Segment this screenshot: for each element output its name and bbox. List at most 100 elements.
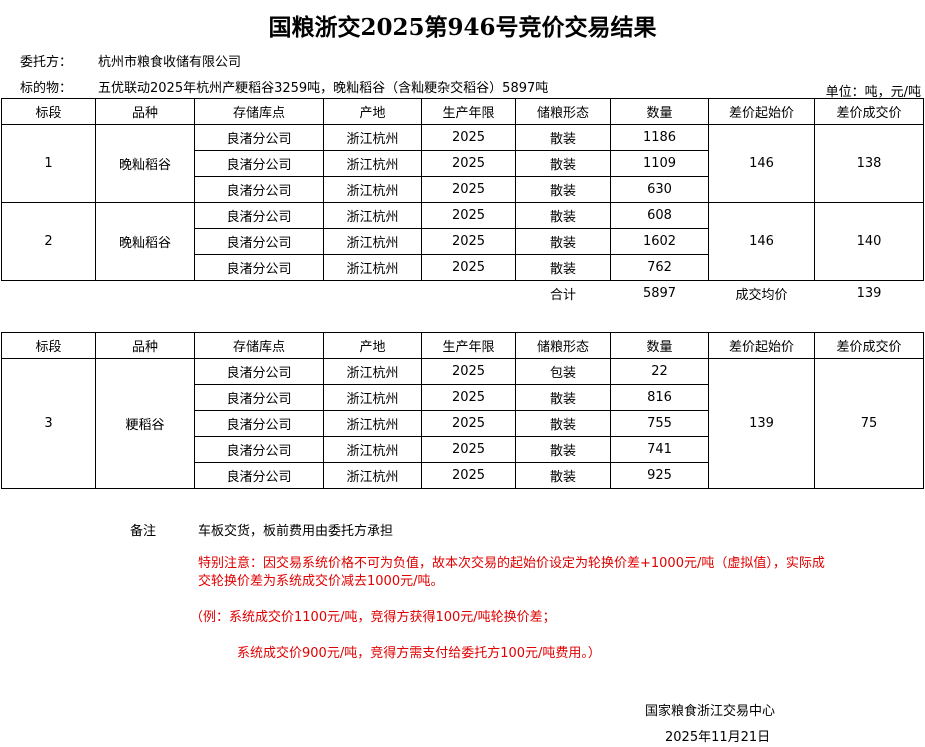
- quantity-cell: 925: [610, 462, 709, 489]
- quantity-cell: 755: [610, 410, 709, 437]
- origin-cell: 浙江杭州: [323, 462, 422, 489]
- table-row: 1 晚籼稻谷 良渚分公司 浙江杭州 2025 散装 1186 146 138: [1, 124, 924, 203]
- special-note-line2: 交轮换价差为系统成交价减去1000元/吨。: [198, 574, 444, 589]
- column-header: 生产年限: [421, 332, 516, 359]
- storage-cell: 散装: [515, 436, 611, 463]
- column-header: 差价起始价: [708, 332, 815, 359]
- year-cell: 2025: [421, 462, 516, 489]
- warehouse-cell: 良渚分公司: [194, 254, 324, 281]
- year-cell: 2025: [421, 150, 516, 177]
- warehouse-cell: 良渚分公司: [194, 436, 324, 463]
- year-cell: 2025: [421, 176, 516, 203]
- quantity-cell: 741: [610, 436, 709, 463]
- column-header: 数量: [610, 332, 709, 359]
- year-cell: 2025: [421, 228, 516, 255]
- footer-date: 2025年11月21日: [665, 730, 771, 745]
- total-quantity: 5897: [642, 286, 677, 301]
- year-cell: 2025: [421, 436, 516, 463]
- year-cell: 2025: [421, 410, 516, 437]
- storage-cell: 散装: [515, 462, 611, 489]
- year-cell: 2025: [421, 124, 516, 151]
- column-header: 产地: [323, 98, 422, 125]
- deal-price-cell: 138: [814, 124, 924, 203]
- origin-cell: 浙江杭州: [323, 436, 422, 463]
- year-cell: 2025: [421, 358, 516, 385]
- deal-price-cell: 140: [814, 202, 924, 281]
- warehouse-cell: 良渚分公司: [194, 176, 324, 203]
- origin-cell: 浙江杭州: [323, 202, 422, 229]
- client-label: 委托方：: [20, 55, 73, 70]
- storage-cell: 包装: [515, 358, 611, 385]
- origin-cell: 浙江杭州: [323, 254, 422, 281]
- lot-cell: 1: [1, 124, 96, 203]
- column-header: 数量: [610, 98, 709, 125]
- column-header: 存储库点: [194, 98, 324, 125]
- table-row: 良渚分公司 浙江杭州 2025 散装 741: [2, 436, 924, 463]
- footer-org: 国家粮食浙江交易中心: [645, 704, 776, 719]
- column-header: 品种: [95, 332, 195, 359]
- page-title: 国粮浙交2025第946号竞价交易结果: [268, 14, 657, 41]
- quantity-cell: 1602: [610, 228, 709, 255]
- quantity-cell: 1109: [610, 150, 709, 177]
- warehouse-cell: 良渚分公司: [194, 202, 324, 229]
- column-header: 储粮形态: [515, 332, 611, 359]
- column-header: 生产年限: [421, 98, 516, 125]
- header-row: 标段 品种 存储库点 产地 生产年限 储粮形态 数量 差价起始价 差价成交价: [1, 98, 924, 125]
- warehouse-cell: 良渚分公司: [194, 358, 324, 385]
- table-row: 良渚分公司 浙江杭州 2025 散装 755: [2, 410, 924, 437]
- column-header: 产地: [323, 332, 422, 359]
- quantity-cell: 762: [610, 254, 709, 281]
- column-header: 差价起始价: [708, 98, 815, 125]
- warehouse-cell: 良渚分公司: [194, 384, 324, 411]
- header-row: 标段 品种 存储库点 产地 生产年限 储粮形态 数量 差价起始价 差价成交价: [1, 332, 924, 359]
- column-header: 标段: [1, 98, 96, 125]
- variety-cell: 晚籼稻谷: [95, 124, 195, 203]
- average-price-value: 139: [856, 286, 882, 301]
- results-table-2: 标段 品种 存储库点 产地 生产年限 储粮形态 数量 差价起始价 差价成交价 3 粳稻谷 良渚分公司浙…: [1, 332, 924, 489]
- storage-cell: 散装: [515, 202, 611, 229]
- storage-cell: 散装: [515, 124, 611, 151]
- start-price-cell: 146: [708, 124, 815, 203]
- table-row: 良渚分公司 浙江杭州 2025 散装 762: [2, 254, 924, 281]
- warehouse-cell: 良渚分公司: [194, 228, 324, 255]
- quantity-cell: 608: [610, 202, 709, 229]
- unit-label: 单位：吨，元/吨: [825, 85, 921, 100]
- quantity-cell: 22: [610, 358, 709, 385]
- table-row: 3 粳稻谷 良渚分公司 浙江杭州 2025 包装 22 139 75: [1, 358, 924, 489]
- origin-cell: 浙江杭州: [323, 228, 422, 255]
- year-cell: 2025: [421, 254, 516, 281]
- warehouse-cell: 良渚分公司: [194, 124, 324, 151]
- total-label: 合计: [549, 288, 576, 303]
- column-header: 存储库点: [194, 332, 324, 359]
- year-cell: 2025: [421, 202, 516, 229]
- client-value: 杭州市粮食收储有限公司: [98, 55, 242, 70]
- column-header: 品种: [95, 98, 195, 125]
- results-table-1: 标段 品种 存储库点 产地 生产年限 储粮形态 数量 差价起始价 差价成交价 1 晚籼稻谷 良渚分公司…: [1, 98, 924, 306]
- variety-cell: 晚籼稻谷: [95, 202, 195, 281]
- column-header: 标段: [1, 332, 96, 359]
- table-row: 2 晚籼稻谷 良渚分公司 浙江杭州 2025 散装 608 146 140: [1, 202, 924, 281]
- total-row: 合计 5897 成交均价 139: [2, 281, 924, 307]
- origin-cell: 浙江杭州: [323, 384, 422, 411]
- column-header: 储粮形态: [515, 98, 611, 125]
- origin-cell: 浙江杭州: [323, 124, 422, 151]
- subject-label: 标的物：: [20, 81, 73, 96]
- lot-cell: 3: [1, 358, 96, 489]
- warehouse-cell: 良渚分公司: [194, 410, 324, 437]
- storage-cell: 散装: [515, 176, 611, 203]
- lot-cell: 2: [1, 202, 96, 281]
- example-line2: 系统成交价900元/吨，竞得方需支付给委托方100元/吨费用。）: [237, 646, 601, 661]
- variety-cell: 粳稻谷: [95, 358, 195, 489]
- table-row: 良渚分公司 浙江杭州 2025 散装 925: [2, 462, 924, 489]
- quantity-cell: 816: [610, 384, 709, 411]
- start-price-cell: 146: [708, 202, 815, 281]
- table-row: 良渚分公司 浙江杭州 2025 散装 816: [2, 384, 924, 411]
- average-price-label: 成交均价: [735, 288, 788, 303]
- origin-cell: 浙江杭州: [323, 410, 422, 437]
- storage-cell: 散装: [515, 384, 611, 411]
- quantity-cell: 630: [610, 176, 709, 203]
- storage-cell: 散装: [515, 410, 611, 437]
- deal-price-cell: 75: [814, 358, 924, 489]
- table-row: 良渚分公司 浙江杭州 2025 散装 1109: [2, 150, 924, 177]
- origin-cell: 浙江杭州: [323, 150, 422, 177]
